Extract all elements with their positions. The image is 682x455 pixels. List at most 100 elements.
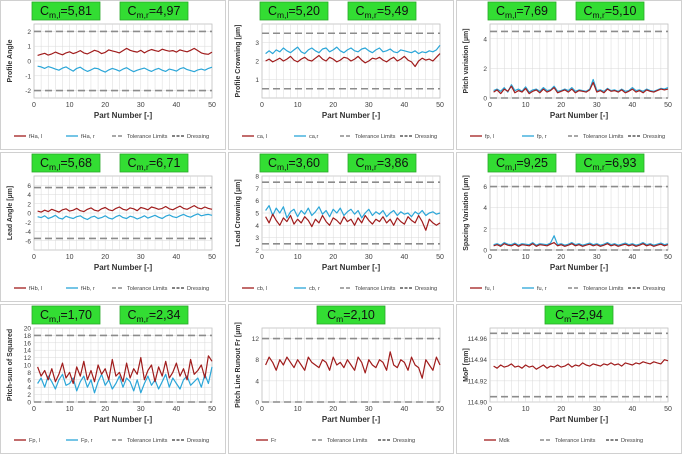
y-tick-label: -2 [25, 220, 31, 227]
x-tick-label: 20 [101, 406, 109, 413]
x-tick-label: 20 [329, 406, 337, 413]
series-line-left [37, 204, 213, 213]
x-axis-label: Part Number [-] [322, 263, 381, 272]
legend-label: fp, r [537, 134, 547, 140]
series-line-left [265, 213, 441, 231]
x-tick-label: 20 [557, 406, 565, 413]
cm-badge-box [487, 1, 557, 21]
y-tick-label: 114.90 [468, 400, 488, 407]
y-axis-label: Pitch-sum of Squared [7, 329, 14, 401]
x-tick-label: 30 [365, 254, 373, 261]
y-tick-label: 2 [27, 201, 31, 208]
y-tick-label: 5 [255, 211, 259, 218]
x-tick-label: 50 [664, 406, 672, 413]
series-line-left [37, 47, 213, 56]
x-tick-label: 30 [593, 254, 601, 261]
x-tick-label: 20 [329, 102, 337, 109]
chart-panel-6: 0 2 4 6 0 10 20 30 40 50 Part Number [-] Spacing Va… [456, 152, 682, 302]
legend: Mdk Tolerance Limits Dressing [484, 438, 643, 444]
plot-area [489, 327, 669, 403]
cm-badge-box [487, 153, 557, 173]
x-tick-label: 0 [32, 406, 36, 413]
chart-panel-4: -6 -4 -2 0 2 4 6 0 10 20 30 40 50 Part Number [-] Lead… [0, 152, 226, 302]
x-tick-label: 10 [522, 254, 530, 261]
x-tick-label: 20 [557, 254, 565, 261]
x-tick-label: 30 [137, 406, 145, 413]
cm-badge-text: Cm=2,94 [555, 308, 603, 324]
x-tick-label: 30 [365, 102, 373, 109]
y-tick-label: 8 [255, 174, 259, 181]
y-axis-label: Pitch variation [µm] [463, 28, 470, 93]
plot-area [489, 175, 669, 251]
cm-badge: Cm,l=5,81 [31, 1, 101, 21]
legend: cb, l cb, r Tolerance Limits Dressing [242, 286, 437, 292]
legend-label: Tolerance Limits [355, 134, 396, 140]
y-axis-label: Profile Crowning [µm] [235, 25, 242, 98]
x-tick-label: 30 [137, 254, 145, 261]
x-axis-label: Part Number [-] [550, 111, 609, 120]
cm-badge-text: Cm,r=6,93 [584, 156, 637, 172]
y-tick-label: 114.94 [468, 357, 488, 364]
y-tick-label: -6 [25, 238, 31, 245]
y-tick-label: 12 [252, 336, 260, 343]
y-tick-label: 20 [24, 326, 32, 333]
legend: fHb, l fHb, r Tolerance Limits Dressing [14, 286, 209, 292]
x-tick-label: 20 [557, 102, 565, 109]
cm-badge: Cm,r=5,10 [575, 1, 645, 21]
x-tick-label: 40 [401, 102, 409, 109]
y-tick-label: 114.92 [468, 378, 488, 385]
x-tick-label: 0 [488, 254, 492, 261]
x-tick-label: 10 [66, 102, 74, 109]
cm-badge: Cm=2,94 [544, 305, 614, 325]
cm-badge-text: Cm,r=4,97 [128, 4, 181, 20]
series-line-left [265, 351, 441, 379]
cm-badge-text: Cm,r=5,49 [356, 4, 409, 20]
cm-badge: Cm,r=2,34 [119, 305, 189, 325]
y-tick-label: 4 [27, 192, 31, 199]
series-line-left [265, 53, 441, 68]
legend-label: Fr [271, 438, 276, 444]
y-tick-label: 2 [27, 392, 31, 399]
y-tick-label: 1 [255, 77, 259, 84]
series-line-left [493, 81, 669, 95]
cm-badge-text: Cm,l=5,20 [268, 4, 320, 20]
legend-label: Fp, r [81, 438, 93, 444]
x-tick-label: 40 [401, 254, 409, 261]
y-tick-label: -2 [25, 88, 31, 95]
y-axis-label: Lead Angle [µm] [7, 186, 14, 240]
x-tick-label: 20 [329, 254, 337, 261]
legend-label: Dressing [643, 134, 665, 140]
series-line-left [493, 359, 669, 370]
x-tick-label: 40 [173, 102, 181, 109]
x-tick-label: 40 [629, 406, 637, 413]
x-tick-label: 10 [522, 102, 530, 109]
y-tick-label: 4 [27, 385, 31, 392]
series-line-right [37, 65, 213, 73]
cm-badge: Cm,l=3,60 [259, 153, 329, 173]
cm-badge-box [119, 305, 189, 325]
cm-badge: Cm,l=5,20 [259, 1, 329, 21]
x-tick-label: 0 [488, 102, 492, 109]
legend: Fp, l Fp, r Tolerance Limits Dressing [14, 438, 209, 444]
legend-label: Mdk [499, 438, 510, 444]
chart-panel-9: 114.90 114.92 114.94 114.96 0 10 20 30 40 50 Part … [456, 304, 682, 454]
cm-badge-text: Cm,r=2,34 [128, 308, 181, 324]
legend-label: fu, r [537, 286, 547, 292]
legend-label: Dressing [415, 134, 437, 140]
x-tick-label: 50 [664, 102, 672, 109]
x-tick-label: 0 [32, 254, 36, 261]
cm-badge: Cm,r=6,71 [119, 153, 189, 173]
chart-panel-8: 0 4 8 12 0 10 20 30 40 50 Part Number [-] Pitch Lin… [228, 304, 454, 454]
x-tick-label: 0 [488, 406, 492, 413]
chart-panel-5: 2 3 4 5 6 7 8 0 10 20 30 40 50 Part Number [-] Lead Cr… [228, 152, 454, 302]
y-axis-label: Spacing Variation [µm] [463, 175, 470, 251]
legend-label: fHb, l [29, 286, 42, 292]
cm-badge-box [347, 1, 417, 21]
legend-label: fHa, l [29, 134, 42, 140]
y-tick-label: 10 [24, 363, 32, 370]
series-line-right [493, 78, 669, 93]
cm-badge-box [575, 1, 645, 21]
y-tick-label: 6 [255, 198, 259, 205]
